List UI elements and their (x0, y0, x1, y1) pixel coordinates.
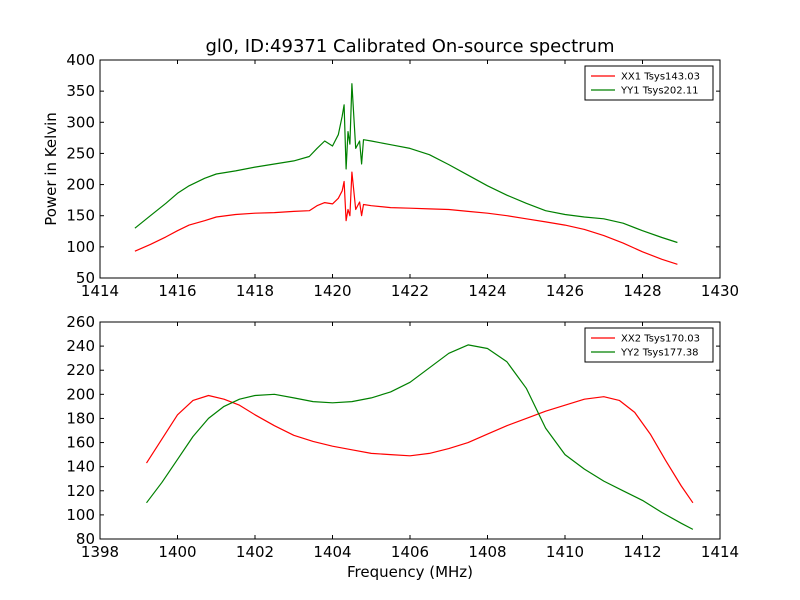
x-tick-label: 1428 (623, 282, 661, 300)
legend-box (584, 65, 714, 101)
x-tick-label: 1420 (313, 282, 351, 300)
y-tick-label: 200 (66, 176, 95, 194)
top-subplot: 1414 1416 1418 1420 1422 1424 1426 1428 1430 50 10… (42, 51, 739, 300)
legend-entry: XX1 Tsys143.03 (621, 72, 700, 83)
y-tick-label: 240 (66, 337, 95, 355)
chart-title: gl0, ID:49371 Calibrated On-source spect… (205, 36, 614, 57)
y-tick-label: 300 (66, 113, 95, 131)
legend-entry: XX2 Tsys170.03 (621, 334, 700, 345)
x-tick-label: 1416 (158, 282, 196, 300)
y-tick-label: 350 (66, 82, 95, 100)
y-tick-label: 250 (66, 144, 95, 162)
y-tick-label: 140 (66, 458, 95, 476)
x-tick-label: 1406 (391, 543, 429, 561)
x-tick-label: 1426 (546, 282, 584, 300)
x-tick-label: 1414 (81, 282, 119, 300)
x-tick-label: 1412 (623, 543, 661, 561)
y-tick-label: 120 (66, 482, 95, 500)
y-tick-label: 220 (66, 361, 95, 379)
x-tick-label: 1414 (701, 543, 739, 561)
x-tick-label: 1430 (701, 282, 739, 300)
x-tick-label: 1408 (468, 543, 506, 561)
y-tick-label: 100 (66, 506, 95, 524)
y-tick-label: 160 (66, 434, 95, 452)
bottom-subplot: 1398 1400 1402 1404 1406 1408 1410 1412 1414 80 10… (66, 313, 739, 561)
y-tick-label: 150 (66, 207, 95, 225)
legend-entry: YY2 Tsys177.38 (620, 348, 699, 359)
y-tick-label: 80 (76, 530, 95, 548)
y-tick-label: 260 (66, 313, 95, 331)
x-tick-label: 1404 (313, 543, 351, 561)
x-tick-label: 1398 (81, 543, 119, 561)
y-tick-label: 200 (66, 385, 95, 403)
y-tick-label: 50 (76, 269, 95, 287)
legend: XX2 Tsys170.03 YY2 Tsys177.38 (584, 327, 714, 363)
x-tick-label: 1402 (236, 543, 274, 561)
x-tick-label: 1418 (236, 282, 274, 300)
legend-box (584, 327, 714, 363)
series-line-1-1 (134, 171, 678, 265)
y-tick-label: 180 (66, 409, 95, 427)
x-tick-label: 1422 (391, 282, 429, 300)
x-tick-label: 1400 (158, 543, 196, 561)
y-tick-label: 100 (66, 238, 95, 256)
legend: XX1 Tsys143.03 YY1 Tsys202.11 (584, 65, 714, 101)
x-tick-label: 1424 (468, 282, 506, 300)
series-line-2-1 (145, 394, 694, 504)
legend-entry: YY1 Tsys202.11 (620, 86, 699, 97)
y-axis-label: Power in Kelvin (42, 112, 60, 226)
series-line-1-2 (134, 83, 678, 244)
series-line-2-2 (146, 344, 694, 530)
x-tick-label: 1410 (546, 543, 584, 561)
x-axis-label: Frequency (MHz) (347, 563, 473, 581)
y-tick-label: 400 (66, 51, 95, 69)
